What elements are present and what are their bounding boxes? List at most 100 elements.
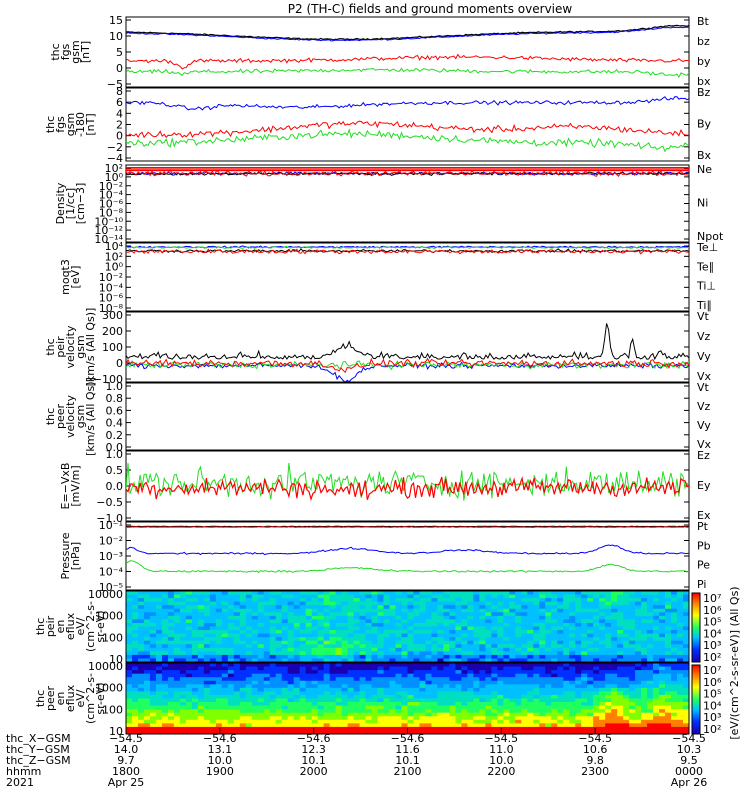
y-axis-label: en (54, 692, 67, 706)
spectrogram-cell (617, 591, 624, 595)
spectrogram-cell (239, 601, 247, 606)
spectrogram-cell (371, 684, 378, 689)
spectrogram-cell (515, 644, 522, 649)
spectrogram-cell (389, 640, 396, 645)
spectrogram-cell (635, 730, 642, 734)
spectrogram-cell (443, 598, 450, 603)
spectrogram-cell (581, 598, 588, 603)
spectrogram-cell (185, 598, 193, 603)
spectrogram-cell (155, 615, 163, 620)
spectrogram-cell (173, 622, 181, 627)
spectrogram-cell (575, 630, 582, 634)
spectrogram-cell (593, 712, 600, 717)
spectrogram-cell (431, 608, 438, 613)
spectrogram-cell (587, 601, 594, 606)
spectrogram-cell (563, 673, 570, 678)
y-axis-label: [cm−3] (74, 183, 87, 225)
spectrogram-cell (575, 730, 582, 734)
spectrogram-cell (143, 709, 151, 714)
spectrogram-cell (617, 709, 624, 714)
spectrogram-cell (245, 673, 253, 678)
colorbar-tick-label: 10⁷ (703, 592, 721, 605)
spectrogram-cell (131, 637, 139, 642)
spectrogram-cell (467, 694, 474, 699)
spectrogram-cell (545, 626, 552, 631)
spectrogram-cell (233, 605, 241, 610)
spectrogram-cell (485, 605, 492, 610)
spectrogram-cell (551, 712, 558, 717)
spectrogram-cell (347, 684, 354, 689)
spectrogram-cell (437, 612, 444, 617)
spectrogram-cell (407, 687, 414, 692)
spectrogram-cell (413, 723, 420, 728)
spectrogram-cell (671, 691, 678, 696)
spectrogram-cell (245, 630, 253, 634)
spectrogram-cell (569, 726, 576, 731)
spectrogram-cell (485, 694, 492, 699)
spectrogram-cell (431, 723, 438, 728)
spectrogram-cell (413, 654, 420, 659)
spectrogram-cell (323, 605, 331, 610)
spectrogram-cell (491, 698, 498, 703)
spectrogram-cell (473, 622, 480, 627)
spectrogram-cell (126, 726, 133, 731)
spectrogram-cell (497, 680, 504, 685)
spectrogram-cell (557, 630, 564, 634)
spectrogram-cell (623, 670, 630, 675)
spectrogram-cell (143, 615, 151, 620)
spectrogram-cell (425, 673, 432, 678)
spectrogram-cell (131, 663, 139, 667)
spectrogram-cell (137, 637, 145, 642)
spectrogram-cell (449, 591, 456, 595)
spectrogram-cell (287, 702, 295, 706)
spectrogram-cell (605, 687, 612, 692)
spectrogram-cell (593, 726, 600, 731)
spectrogram-cell (503, 605, 510, 610)
spectrogram-cell (323, 684, 331, 689)
spectrogram-cell (167, 598, 175, 603)
spectrogram-cell (683, 670, 689, 675)
spectrogram-cell (317, 705, 325, 710)
spectrogram-cell (605, 719, 612, 724)
trace-Pe (126, 560, 689, 574)
spectrogram-cell (126, 622, 133, 627)
spectrogram-cell (126, 651, 133, 656)
spectrogram-cell (449, 658, 456, 662)
spectrogram-cell (467, 698, 474, 703)
spectrogram-cell (323, 702, 331, 706)
spectrogram-cell (659, 730, 666, 734)
spectrogram-cell (503, 651, 510, 656)
spectrogram-cell (317, 666, 325, 671)
spectrogram-cell (167, 594, 175, 599)
spectrogram-cell (359, 626, 366, 631)
spectrogram-cell (575, 709, 582, 714)
spectrogram-cell (347, 605, 354, 610)
spectrogram-cell (287, 594, 295, 599)
spectrogram-cell (443, 619, 450, 624)
spectrogram-cell (473, 619, 480, 624)
spectrogram-cell (311, 694, 319, 699)
spectrogram-cell (677, 622, 684, 627)
spectrogram-cell (677, 644, 684, 649)
spectrogram-cell (593, 651, 600, 656)
colorbar-tick-label: 10⁶ (703, 676, 722, 689)
spectrogram-cell (653, 622, 660, 627)
spectrogram-cell (365, 691, 372, 696)
spectrogram-cell (509, 709, 516, 714)
spectrogram-cell (515, 630, 522, 634)
spectrogram-cell (191, 684, 199, 689)
spectrogram-cell (179, 626, 187, 631)
y-tick-label: 100 (102, 341, 123, 354)
legend-entry: Pi (697, 578, 706, 591)
spectrogram-cell (179, 663, 187, 667)
spectrogram-cell (683, 702, 689, 706)
spectrogram-cell (293, 712, 301, 717)
spectrogram-cell (665, 605, 672, 610)
spectrogram-cell (275, 591, 283, 595)
spectrogram-cell (563, 670, 570, 675)
spectrogram-cell (479, 658, 486, 662)
spectrogram-cell (509, 647, 516, 652)
spectrogram-cell (401, 677, 408, 682)
y-tick-label: 10000 (88, 660, 123, 673)
spectrogram-cell (677, 702, 684, 706)
